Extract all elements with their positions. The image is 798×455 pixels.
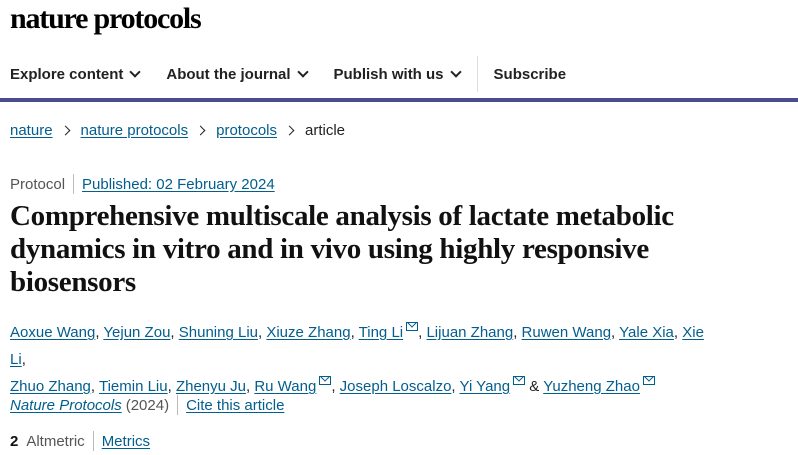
nav-divider <box>476 56 478 92</box>
chevron-right-icon <box>195 125 206 136</box>
email-icon[interactable] <box>319 376 332 385</box>
metrics-link[interactable]: Metrics <box>101 432 151 450</box>
divider <box>73 174 75 194</box>
chevron-down-icon <box>296 66 309 78</box>
journal-info: Nature Protocols (2024) Cite this articl… <box>10 395 284 415</box>
breadcrumb-current: article <box>305 122 346 139</box>
author-link[interactable]: Yejun Zou <box>103 324 171 341</box>
chevron-down-icon <box>129 66 142 78</box>
journal-logo[interactable]: nature protocols <box>10 2 202 35</box>
author-link[interactable]: Ruwen Wang <box>521 324 612 341</box>
altmetric-score: 2 <box>10 432 19 450</box>
main-nav: Explore content About the journal Publis… <box>0 52 798 96</box>
author-separator: , <box>350 324 359 341</box>
breadcrumb-nature-protocols[interactable]: nature protocols <box>80 122 189 139</box>
cite-article-link[interactable]: Cite this article <box>186 396 285 414</box>
nav-about-journal[interactable]: About the journal <box>166 65 309 83</box>
author-separator: , <box>246 378 255 395</box>
author-link[interactable]: Yi Yang <box>459 378 511 395</box>
author-separator: , <box>673 324 683 341</box>
author-separator: , <box>21 351 31 368</box>
author-link[interactable]: Yale Xia <box>619 324 674 341</box>
author-link[interactable]: Shuning Liu <box>178 324 258 341</box>
journal-name: Nature Protocols <box>10 396 122 414</box>
author-separator: , <box>611 324 620 341</box>
author-link[interactable]: Lijuan Zhang <box>426 324 514 341</box>
author-separator: , <box>513 324 522 341</box>
article-title: Comprehensive multiscale analysis of lac… <box>10 200 674 298</box>
nav-label: About the journal <box>166 65 291 83</box>
author-list: Aoxue Wang, Yejun Zou, Shuning Liu, Xiuz… <box>10 319 710 400</box>
author-separator: , <box>90 378 99 395</box>
author-separator: , <box>451 378 460 395</box>
article-type: Protocol <box>10 175 66 193</box>
divider <box>177 395 179 415</box>
chevron-down-icon <box>449 66 462 78</box>
author-link[interactable]: Yuzheng Zhao <box>543 378 640 395</box>
breadcrumb: nature nature protocols protocols articl… <box>10 122 345 139</box>
author-link[interactable]: Ting Li <box>358 324 404 341</box>
email-icon[interactable] <box>642 376 655 385</box>
email-icon[interactable] <box>513 376 526 385</box>
divider <box>92 431 94 451</box>
nav-label: Explore content <box>10 65 124 83</box>
chevron-right-icon <box>284 125 295 136</box>
email-icon[interactable] <box>406 322 419 331</box>
breadcrumb-protocols[interactable]: protocols <box>216 122 277 139</box>
author-separator: & <box>525 378 544 395</box>
author-separator: , <box>95 324 104 341</box>
author-link[interactable]: Aoxue Wang <box>10 324 96 341</box>
author-separator: , <box>258 324 267 341</box>
nav-subscribe[interactable]: Subscribe <box>493 65 567 83</box>
nav-accent-bar <box>0 98 798 102</box>
author-link[interactable]: Tiemin Liu <box>98 378 168 395</box>
breadcrumb-nature[interactable]: nature <box>10 122 53 139</box>
author-link[interactable]: Xiuze Zhang <box>266 324 351 341</box>
nav-publish-with-us[interactable]: Publish with us <box>333 65 462 83</box>
article-meta: Protocol Published: 02 February 2024 <box>10 174 275 194</box>
journal-link[interactable]: Nature Protocols <box>10 397 122 414</box>
author-link[interactable]: Ru Wang <box>254 378 317 395</box>
author-link[interactable]: Xie Li <box>10 324 704 368</box>
metrics-row: 2 Altmetric Metrics <box>10 431 150 451</box>
author-link[interactable]: Joseph Loscalzo <box>339 378 452 395</box>
author-link[interactable]: Zhenyu Ju <box>175 378 246 395</box>
nav-explore-content[interactable]: Explore content <box>10 65 142 83</box>
author-link[interactable]: Zhuo Zhang <box>10 378 91 395</box>
author-separator: , <box>167 378 176 395</box>
author-separator: , <box>170 324 179 341</box>
author-separator: , <box>331 378 340 395</box>
published-date[interactable]: Published: 02 February 2024 <box>82 175 275 193</box>
chevron-right-icon <box>60 125 70 136</box>
altmetric-label: Altmetric <box>26 432 85 450</box>
publication-year: (2024) <box>125 396 170 414</box>
nav-label: Publish with us <box>333 65 444 83</box>
author-separator: , <box>418 324 427 341</box>
